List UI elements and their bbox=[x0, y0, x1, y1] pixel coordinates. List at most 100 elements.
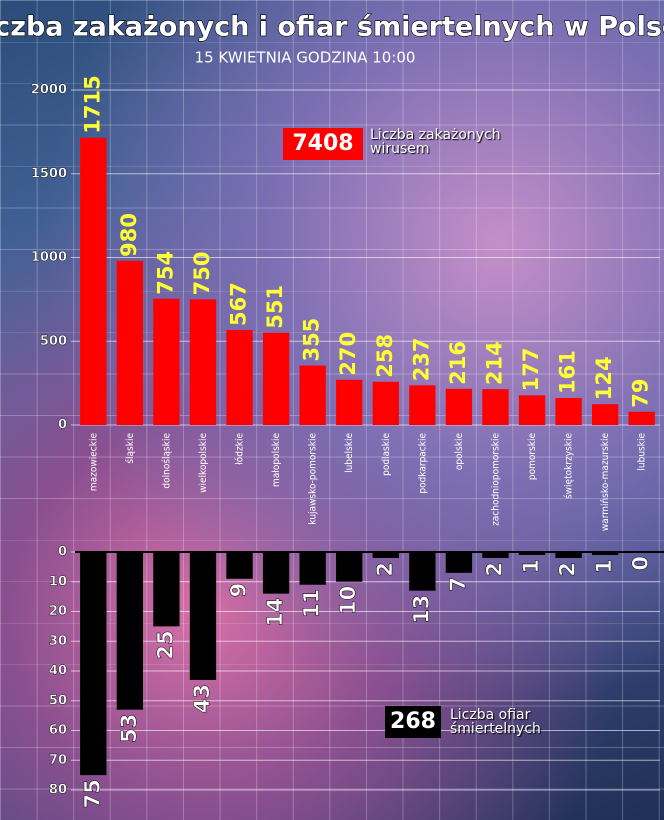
x-tick-label: łódzkie bbox=[234, 433, 246, 465]
y-tick-label: 2000 bbox=[31, 83, 67, 98]
value-label: 750 bbox=[190, 252, 214, 296]
x-tick-label: zachodniopomorskie bbox=[490, 433, 501, 526]
value-label: 754 bbox=[153, 251, 177, 295]
value-label: 980 bbox=[117, 213, 141, 257]
total-label: Liczba zakażonych wirusem bbox=[370, 127, 501, 157]
bar bbox=[189, 299, 217, 425]
y-tick-label: 20 bbox=[49, 604, 67, 619]
bar bbox=[262, 332, 290, 425]
bar bbox=[591, 404, 619, 425]
value-label: 13 bbox=[409, 595, 433, 624]
value-label: 567 bbox=[227, 282, 251, 326]
bar bbox=[445, 388, 473, 425]
value-label: 43 bbox=[190, 684, 214, 713]
value-label: 79 bbox=[629, 379, 653, 408]
bar bbox=[482, 389, 509, 425]
bar bbox=[445, 552, 473, 573]
bar bbox=[153, 298, 180, 425]
bar bbox=[336, 379, 363, 425]
value-label: 214 bbox=[482, 341, 506, 385]
bar bbox=[226, 552, 253, 579]
chart-subtitle: 15 KWIETNIA GODZINA 10:00 bbox=[195, 49, 416, 67]
x-tick-label: podlaskie bbox=[381, 433, 392, 476]
bar bbox=[372, 381, 399, 425]
value-label: 9 bbox=[227, 583, 251, 598]
x-tick-label: śląskie bbox=[124, 433, 136, 464]
y-tick-label: 50 bbox=[49, 693, 67, 708]
bar bbox=[372, 552, 399, 558]
x-tick-label: podkarpackie bbox=[417, 433, 428, 494]
value-label: 161 bbox=[556, 350, 580, 394]
value-label: 2 bbox=[556, 562, 580, 577]
value-label: 75 bbox=[80, 779, 104, 808]
value-label: 551 bbox=[263, 285, 287, 329]
value-label: 177 bbox=[519, 348, 543, 392]
x-tick-label: świętokrzyskie bbox=[563, 433, 575, 499]
y-tick-label: 30 bbox=[49, 634, 67, 649]
y-tick-label: 80 bbox=[49, 783, 67, 798]
x-tick-label: kujawsko-pomorskie bbox=[308, 433, 319, 525]
value-label: 1715 bbox=[80, 75, 104, 133]
bar bbox=[299, 365, 326, 425]
value-label: 11 bbox=[300, 589, 324, 618]
x-tick-label: pomorskie bbox=[527, 433, 538, 481]
y-tick-label: 60 bbox=[49, 723, 67, 738]
y-tick-label: 40 bbox=[49, 664, 67, 679]
y-tick-label: 1500 bbox=[31, 166, 67, 181]
bar bbox=[409, 385, 436, 425]
total-box: 268 bbox=[385, 706, 441, 738]
y-tick-label: 0 bbox=[58, 545, 67, 560]
value-label: 258 bbox=[373, 334, 397, 378]
total-label: Liczba ofiar śmiertelnych bbox=[450, 707, 541, 737]
value-label: 1 bbox=[592, 559, 616, 574]
value-label: 14 bbox=[263, 598, 287, 627]
y-tick-label: 500 bbox=[40, 334, 67, 349]
value-label: 1 bbox=[519, 559, 543, 574]
x-tick-label: wielkopolskie bbox=[198, 433, 209, 493]
value-label: 7 bbox=[446, 577, 470, 592]
bar bbox=[299, 552, 326, 585]
bar bbox=[226, 330, 253, 425]
bar bbox=[628, 411, 655, 425]
value-label: 2 bbox=[373, 562, 397, 577]
value-label: 25 bbox=[153, 630, 177, 659]
y-tick-label: 70 bbox=[49, 753, 67, 768]
total-box: 7408 bbox=[283, 128, 363, 160]
x-tick-label: lubuskie bbox=[637, 433, 648, 471]
bar bbox=[80, 137, 107, 426]
bar bbox=[153, 552, 180, 627]
bar bbox=[482, 552, 509, 558]
bar bbox=[591, 552, 619, 555]
bar bbox=[555, 552, 582, 558]
bar bbox=[555, 398, 582, 425]
value-label: 237 bbox=[409, 337, 433, 381]
bar bbox=[518, 395, 546, 425]
value-label: 0 bbox=[629, 556, 653, 571]
chart-title: Liczba zakażonych i ofiar śmiertelnych w… bbox=[0, 12, 664, 43]
bar bbox=[116, 552, 144, 710]
value-label: 2 bbox=[482, 562, 506, 577]
y-tick-label: 0 bbox=[58, 418, 67, 433]
x-tick-label: mazowieckie bbox=[88, 433, 99, 492]
value-label: 270 bbox=[336, 332, 360, 376]
x-tick-label: warmińsko-mazurskie bbox=[599, 433, 611, 532]
value-label: 124 bbox=[592, 356, 616, 400]
x-tick-label: dolnośląskie bbox=[160, 433, 172, 489]
x-tick-label: opolskie bbox=[454, 433, 465, 471]
y-tick-label: 1000 bbox=[31, 250, 67, 265]
y-tick-label: 10 bbox=[49, 574, 67, 589]
value-label: 10 bbox=[336, 586, 360, 615]
x-tick-label: małopolskie bbox=[271, 433, 282, 487]
bar bbox=[336, 552, 363, 582]
x-tick-label: lubelskie bbox=[344, 433, 355, 473]
value-label: 355 bbox=[300, 318, 324, 362]
value-label: 216 bbox=[446, 341, 470, 385]
bar bbox=[518, 552, 546, 555]
bar bbox=[262, 552, 290, 594]
bar bbox=[116, 260, 144, 425]
value-label: 53 bbox=[117, 714, 141, 743]
bar bbox=[189, 552, 217, 680]
bar bbox=[80, 552, 107, 776]
